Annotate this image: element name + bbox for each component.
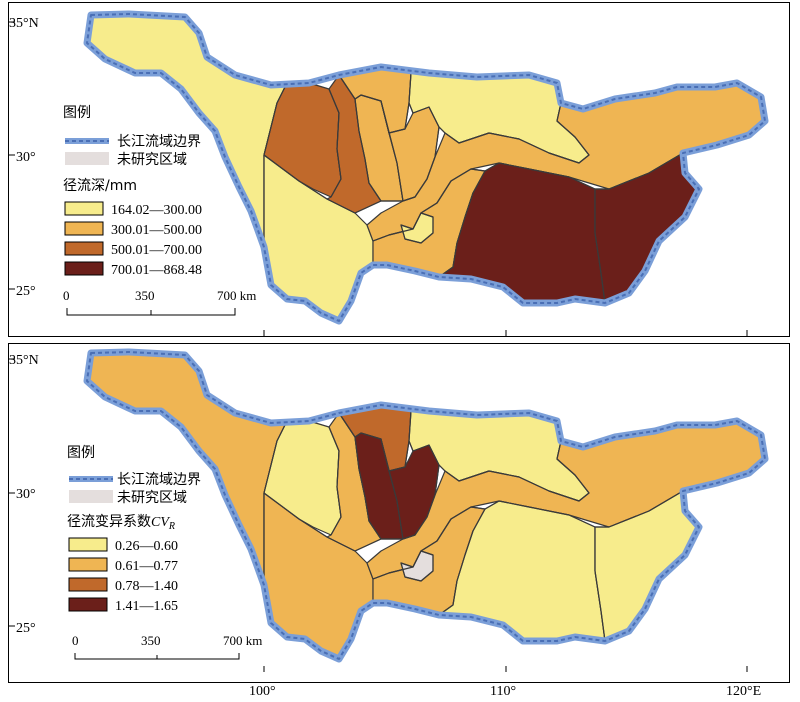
legend-class-3-label: 500.01—700.00	[111, 243, 202, 258]
subbasin-border	[263, 86, 286, 247]
basin-boundary	[83, 10, 769, 325]
subbasin-border	[354, 432, 404, 540]
subbasin-border	[594, 189, 606, 304]
legend-title: 图例	[67, 445, 95, 461]
map-canvas: 35°N 30° 25° 图例 长江流域边界 未研究区域 径流变异系数CVR 0…	[9, 348, 769, 672]
legend-unstudied-label: 未研究区域	[117, 490, 187, 506]
legend-class-3-swatch	[64, 241, 104, 256]
lon-label-110: 110°	[490, 684, 517, 699]
subbasin-border	[438, 508, 486, 616]
scale-tick-700: 700 km	[217, 288, 256, 303]
legend-class-4-swatch	[64, 261, 104, 276]
lon-label-120: 120°E	[726, 684, 762, 699]
scale-tick-350: 350	[135, 288, 155, 303]
legend-classes-title: 径流深/mm	[63, 178, 137, 194]
legend-class-3-swatch	[68, 577, 108, 592]
subbasin-border	[400, 212, 434, 244]
scale-bar: 0 350 700 km	[72, 633, 262, 660]
legend: 图例 长江流域边界 未研究区域 径流深/mm 164.02—300.00 300…	[63, 105, 202, 278]
legend-title: 图例	[63, 105, 91, 121]
legend-class-2-label: 300.01—500.00	[111, 223, 202, 238]
subbasin-border	[594, 527, 606, 642]
legend-boundary-label: 长江流域边界	[117, 134, 201, 150]
subbasin-border	[328, 88, 342, 198]
subbasin-border	[438, 170, 486, 278]
scale-tick-350: 350	[141, 633, 161, 648]
lat-label-30: 30°	[16, 487, 36, 502]
legend: 图例 长江流域边界 未研究区域 径流变异系数CVR 0.26—0.60 0.61…	[67, 445, 201, 614]
lon-label-100: 100°	[249, 684, 276, 699]
subbasin-border	[400, 550, 434, 582]
legend-class-4-swatch	[68, 597, 108, 612]
legend-unstudied-label: 未研究区域	[117, 152, 187, 168]
basin-boundary-dash	[86, 13, 766, 322]
legend-class-1-label: 0.26—0.60	[115, 539, 178, 554]
legend-class-1-label: 164.02—300.00	[111, 203, 202, 218]
legend-boundary-label: 长江流域边界	[117, 472, 201, 488]
subbasin-border	[338, 74, 382, 202]
subbasin-border	[328, 426, 342, 536]
subbasin-border	[402, 440, 440, 540]
subbasin-border	[263, 154, 403, 214]
legend-unstudied-swatch	[69, 490, 113, 503]
lat-label-25: 25°	[16, 621, 36, 636]
subbasin-border	[263, 492, 403, 552]
subbasin-border	[402, 102, 440, 202]
scale-bar: 0 350 700 km	[63, 288, 256, 316]
basin-boundary-dash	[86, 351, 766, 660]
axis-ticks	[9, 358, 748, 672]
runoff-depth-map: 35°N 30° 25° 图例 长江流域边界 未研究区域 径流深/mm 164.…	[8, 2, 790, 337]
lat-label-25: 25°	[16, 284, 36, 299]
scale-tick-700: 700 km	[223, 633, 262, 648]
subbasin-border	[263, 424, 286, 585]
legend-class-3-label: 0.78—1.40	[115, 579, 178, 594]
legend-class-2-swatch	[64, 221, 104, 236]
subbasin-border	[338, 412, 382, 540]
subbasin-border	[354, 94, 404, 202]
scale-tick-0: 0	[72, 633, 79, 648]
longitude-axis: 100° 110° 120°E	[0, 684, 800, 702]
axis-ticks	[9, 21, 748, 336]
legend-unstudied-swatch	[65, 152, 109, 165]
runoff-cv-map: 35°N 30° 25° 图例 长江流域边界 未研究区域 径流变异系数CVR 0…	[8, 343, 790, 683]
legend-class-4-label: 700.01—868.48	[111, 263, 202, 278]
legend-class-4-label: 1.41—1.65	[115, 599, 178, 614]
subbasin-border	[388, 72, 412, 134]
lat-label-35: 35°N	[9, 16, 39, 31]
subbasin-borders	[263, 72, 684, 304]
subbasin-border	[388, 410, 412, 472]
basin-boundary	[83, 348, 769, 663]
subbasin-border	[438, 102, 590, 164]
map-canvas: 35°N 30° 25° 图例 长江流域边界 未研究区域 径流深/mm 164.…	[9, 10, 769, 336]
subbasin-border	[438, 440, 590, 502]
scale-tick-0: 0	[63, 288, 70, 303]
legend-class-2-label: 0.61—0.77	[115, 559, 178, 574]
legend-class-2-swatch	[68, 557, 108, 572]
lat-label-30: 30°	[16, 150, 36, 165]
subbasin-borders	[263, 410, 684, 642]
legend-classes-title: 径流变异系数CVR	[67, 514, 175, 532]
legend-class-1-swatch	[68, 537, 108, 552]
lat-label-35: 35°N	[9, 353, 39, 368]
legend-class-1-swatch	[64, 201, 104, 216]
